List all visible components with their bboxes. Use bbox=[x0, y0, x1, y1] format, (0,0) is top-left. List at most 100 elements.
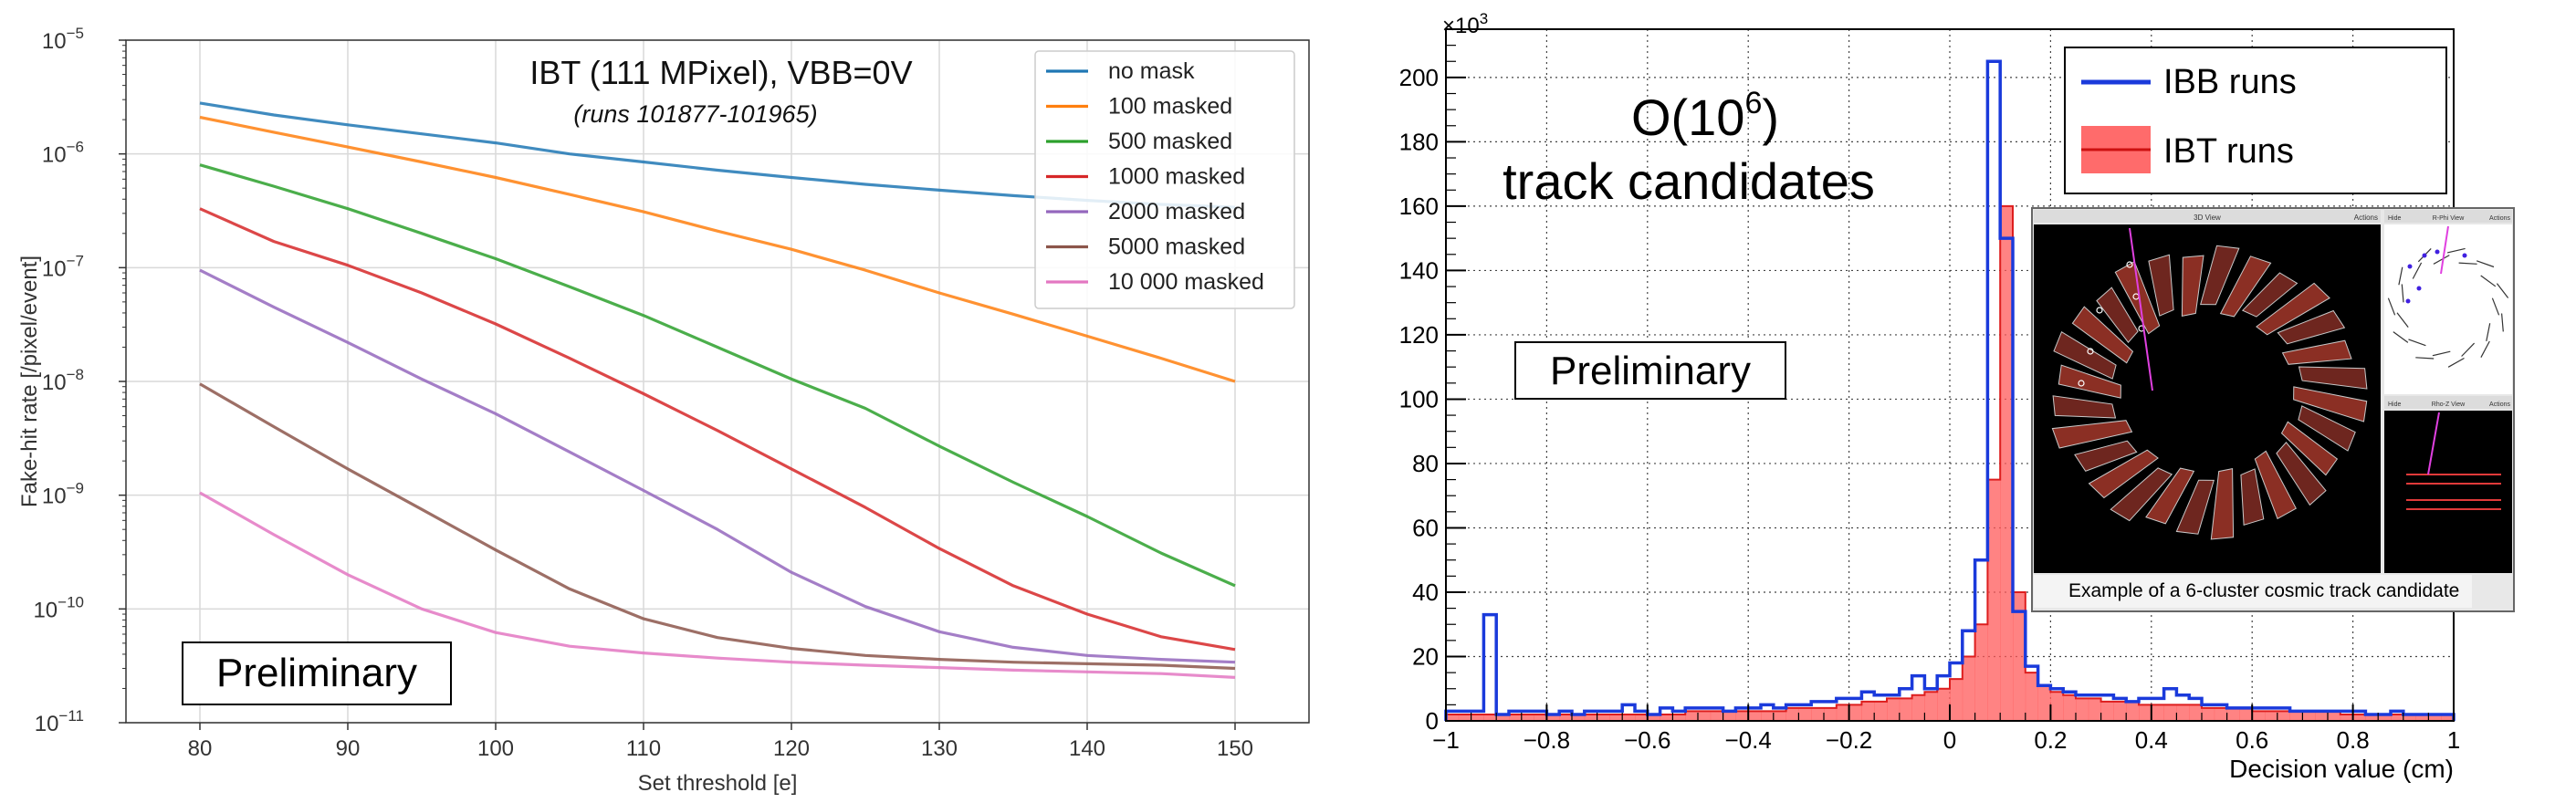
inset-rphi-stave bbox=[2486, 323, 2491, 342]
inset-3d-stave bbox=[2219, 256, 2272, 318]
right-x-tick-label: 0 bbox=[1943, 726, 1956, 754]
left-legend-label: 2000 masked bbox=[1108, 199, 1245, 224]
right-chart: −1 −0.8 −0.6 −0.4 −0.2 0 0.2 0.4 0.6 0.8 1 0 20 40 60… bbox=[1399, 10, 2515, 783]
inset-rphi-stave bbox=[2408, 339, 2426, 347]
ibt-bar bbox=[2428, 714, 2442, 721]
inset-3d-stave bbox=[2200, 245, 2240, 306]
right-legend: IBB runs IBT runs bbox=[2064, 47, 2447, 194]
right-x-axis-label: Decision value (cm) bbox=[2229, 755, 2454, 783]
ibt-bar bbox=[1937, 688, 1951, 721]
left-legend-label: no mask bbox=[1108, 58, 1195, 84]
left-series-line bbox=[199, 491, 1236, 679]
inset-rhoz-view bbox=[2384, 411, 2512, 573]
ibt-bar bbox=[1723, 711, 1736, 721]
inset-rphi-title: R-Phi View bbox=[2433, 215, 2465, 222]
ibt-bar bbox=[1861, 701, 1875, 721]
ibt-bar bbox=[2000, 205, 2014, 721]
left-x-tick-label: 110 bbox=[626, 736, 661, 761]
ibt-bar bbox=[2391, 714, 2404, 721]
left-y-tick-label: 10−6 bbox=[42, 139, 84, 168]
ibt-bar bbox=[2352, 714, 2366, 721]
inset-rphi-stave bbox=[2491, 297, 2500, 316]
inset-rphi-hit bbox=[2462, 253, 2467, 258]
inset-3d-stave bbox=[2280, 421, 2339, 476]
inset-3d-hit bbox=[2096, 307, 2103, 314]
right-x-tick-label: −0.4 bbox=[1725, 726, 1772, 754]
ibt-bar bbox=[1785, 707, 1799, 721]
ibt-bar bbox=[2076, 698, 2089, 721]
ibt-bar bbox=[1836, 704, 1849, 721]
ibt-bar bbox=[1584, 714, 1597, 721]
left-series-line bbox=[199, 268, 1236, 664]
left-legend-label: 10 000 masked bbox=[1108, 269, 1264, 295]
inset-rphi-stave bbox=[2496, 283, 2509, 298]
right-headline-line1: O(106) bbox=[1631, 86, 1779, 146]
right-histogram bbox=[1444, 59, 2456, 721]
ibt-bar bbox=[1483, 714, 1497, 721]
inset-3d-hit bbox=[2078, 380, 2085, 387]
inset-3d-stave bbox=[2053, 330, 2117, 380]
inset-3d-stave bbox=[2145, 467, 2195, 525]
ibt-bar bbox=[1521, 714, 1534, 721]
ibt-bar bbox=[1546, 714, 1560, 721]
ibt-bar bbox=[2328, 711, 2341, 721]
ibt-bar bbox=[1609, 714, 1623, 721]
ibt-bar bbox=[2226, 707, 2240, 721]
right-x-tick-label: 0.4 bbox=[2135, 726, 2168, 754]
inset-rphi-stave bbox=[2412, 262, 2423, 279]
ibt-bar bbox=[2214, 707, 2227, 721]
left-x-tick-label: 150 bbox=[1217, 736, 1253, 761]
ibt-bar bbox=[2365, 714, 2379, 721]
ibt-bar bbox=[1572, 714, 1586, 721]
ibt-bar bbox=[2239, 707, 2253, 721]
ibt-bar bbox=[1987, 479, 2001, 721]
inset-rphi-track bbox=[2440, 225, 2449, 275]
left-y-tick-label: 10−7 bbox=[42, 252, 84, 281]
inset-3d-stave bbox=[2051, 420, 2133, 449]
ibt-bar bbox=[1911, 694, 1925, 721]
left-chart-title: IBT (111 MPixel), VBB=0V bbox=[529, 54, 912, 91]
inset-3d-stave bbox=[2256, 282, 2330, 336]
ibt-bar bbox=[1748, 711, 1762, 721]
inset-3d-stave bbox=[2293, 386, 2368, 422]
inset-3d-stave bbox=[2210, 467, 2235, 540]
inset-rphi-stave bbox=[2480, 340, 2490, 358]
ibt-bar bbox=[2202, 707, 2215, 721]
inset-3d-title: 3D View bbox=[2194, 214, 2221, 222]
event-display-inset: 3D View Actions Hide R-Phi View Actions … bbox=[2031, 207, 2515, 612]
left-y-ticks: 10−11 10−10 10−9 10−8 10−7 10−6 10−5 bbox=[33, 25, 126, 736]
left-y-tick-label: 10−8 bbox=[42, 366, 84, 395]
inset-3d-stave bbox=[2074, 440, 2138, 472]
ibt-bar bbox=[2025, 673, 2038, 721]
inset-3d-stave bbox=[2175, 479, 2215, 535]
right-y-tick-label: 20 bbox=[1412, 642, 1439, 670]
ibt-bar bbox=[1534, 714, 1547, 721]
inset-3d-titlebar bbox=[2034, 210, 2381, 223]
left-series-line bbox=[199, 382, 1236, 671]
ibt-bar bbox=[1685, 711, 1699, 721]
ibt-bar bbox=[1698, 711, 1712, 721]
inset-rphi-stave bbox=[2415, 357, 2435, 360]
ibt-bar bbox=[1899, 698, 1912, 721]
ibt-bar bbox=[2415, 714, 2429, 721]
left-legend-label: 1000 masked bbox=[1108, 164, 1245, 190]
ibt-bar bbox=[1773, 711, 1786, 721]
inset-rphi-hit bbox=[2435, 249, 2440, 255]
ibt-bar bbox=[1597, 714, 1610, 721]
right-y-tick-label: 80 bbox=[1412, 450, 1439, 477]
ibt-bar bbox=[1974, 624, 1988, 721]
left-y-tick-label: 10−9 bbox=[42, 480, 84, 509]
ibt-bar bbox=[2315, 711, 2329, 721]
left-x-tick-label: 80 bbox=[188, 736, 213, 761]
ibt-bar bbox=[2189, 704, 2203, 721]
ibt-bar bbox=[1950, 679, 1963, 721]
right-y-tick-label: 180 bbox=[1399, 128, 1439, 155]
left-x-tick-label: 100 bbox=[477, 736, 514, 761]
inset-rphi-view bbox=[2384, 224, 2512, 394]
inset-3d-stave bbox=[2110, 467, 2173, 522]
ibt-bar bbox=[2100, 701, 2114, 721]
inset-3d-hit bbox=[2126, 261, 2133, 268]
right-y-tick-label: 40 bbox=[1412, 579, 1439, 606]
left-chart-subtitle: (runs 101877-101965) bbox=[573, 100, 817, 128]
legend-label-ibt: IBT runs bbox=[2163, 132, 2294, 171]
